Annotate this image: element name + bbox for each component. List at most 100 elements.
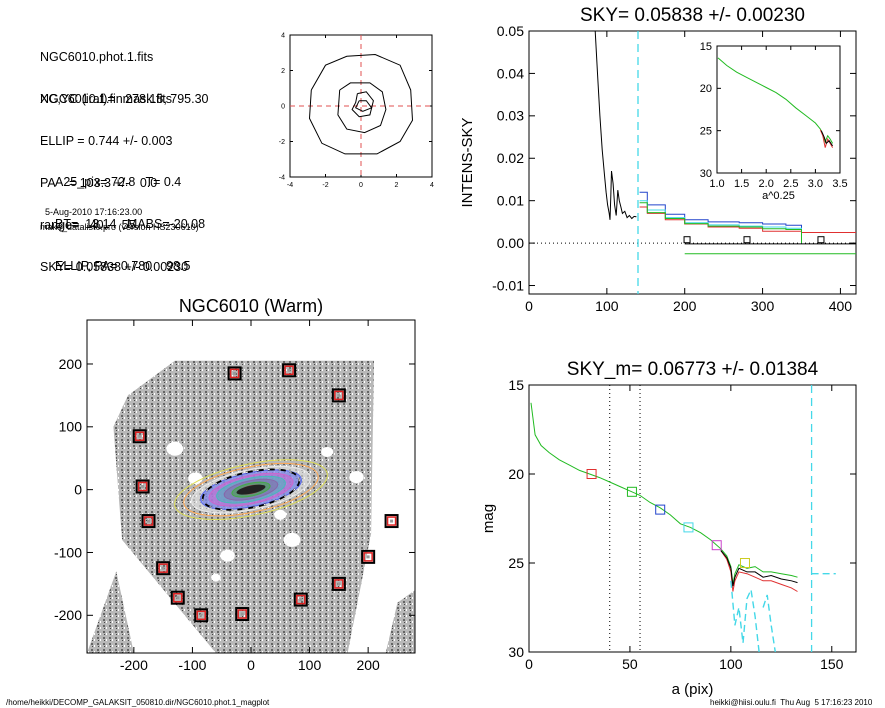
bt-mabs-values: BT= 13.14 MABS=-20.08 bbox=[55, 217, 206, 231]
mag-marker-blue bbox=[655, 504, 666, 515]
sky-box bbox=[227, 366, 242, 381]
mag-series-cyan-3 bbox=[730, 580, 760, 652]
fit-ellipse-highlight bbox=[202, 468, 300, 511]
sky-box bbox=[135, 479, 150, 494]
sky-box-inner bbox=[284, 365, 294, 376]
sky-series-black-0 bbox=[594, 31, 637, 220]
x-tick-label: -2 bbox=[322, 182, 328, 189]
mag-marker-magenta bbox=[711, 540, 722, 551]
sky-box-inner bbox=[296, 594, 306, 605]
y-tick-label: -0.01 bbox=[492, 277, 524, 293]
mag-profile-series bbox=[530, 385, 836, 652]
sky-marker bbox=[817, 236, 825, 244]
sky-box-inner bbox=[334, 579, 344, 589]
sky-series-green-4 bbox=[639, 202, 802, 244]
masked-star bbox=[349, 471, 364, 484]
y-tick-label: 200 bbox=[59, 356, 83, 372]
sky-marker bbox=[743, 236, 751, 244]
sky-box-inner bbox=[237, 609, 247, 619]
x-tick-label: 0 bbox=[525, 656, 533, 672]
sky-box bbox=[361, 549, 376, 564]
y-tick-label: 0.03 bbox=[497, 108, 524, 124]
x-tick-label: 4 bbox=[430, 182, 434, 189]
y-tick-label: 0.01 bbox=[497, 193, 524, 209]
x-tick-label: 150 bbox=[820, 656, 844, 672]
galaxy-isophote bbox=[183, 462, 319, 517]
x-tick-label: 2.0 bbox=[759, 178, 774, 190]
y-tick-label: 20 bbox=[508, 466, 524, 482]
sky-box bbox=[331, 576, 346, 591]
y-tick-label: -4 bbox=[279, 174, 285, 181]
mag-marker-yellow bbox=[739, 558, 750, 568]
galaxy-isophote bbox=[174, 459, 328, 520]
x-tick-label: -200 bbox=[120, 657, 148, 673]
masked-star bbox=[321, 446, 334, 457]
sky-box bbox=[156, 561, 171, 576]
sky-box-inner bbox=[158, 563, 168, 573]
masked-star bbox=[220, 549, 235, 562]
x-tick-label: 0 bbox=[247, 657, 255, 673]
footer-path: /home/heikki/DECOMP_GALAKSIT_050810.dir/… bbox=[6, 698, 270, 707]
y-tick-label: 2 bbox=[281, 68, 285, 75]
sky-box-inner bbox=[137, 481, 148, 492]
x-tick-label: 3.0 bbox=[808, 178, 823, 190]
galaxy-image-plot: NGC6010 (Warm) -200 -100 0 100 200 -200 -100 0 10… bbox=[54, 296, 416, 673]
sky-box-inner bbox=[143, 516, 154, 526]
y-tick-label: 30 bbox=[700, 168, 712, 180]
masked-star bbox=[188, 472, 203, 485]
sky-box bbox=[331, 388, 346, 403]
sky-box-center bbox=[337, 393, 341, 397]
inset-xlabel: a^0.25 bbox=[762, 190, 795, 202]
y-tick-label: 0.05 bbox=[497, 23, 524, 39]
x-tick-label: 100 bbox=[719, 656, 743, 672]
sky-series-blue-1 bbox=[639, 191, 802, 244]
mag-series-green-0 bbox=[530, 402, 798, 585]
image-corner bbox=[385, 590, 415, 653]
inset-bg bbox=[717, 46, 840, 173]
masked-star bbox=[211, 573, 221, 582]
sky-box-center bbox=[390, 519, 394, 523]
sky-box-inner bbox=[229, 368, 240, 379]
sky-box-center bbox=[161, 566, 165, 570]
run-date: 5-Aug-2010 17:16:23.00 bbox=[45, 207, 143, 217]
x-tick-label: -4 bbox=[287, 182, 293, 189]
sky-box-center bbox=[199, 613, 203, 617]
ellip-pa-values: ELLIP, PA= 0.780 98.5 bbox=[55, 259, 191, 273]
y-tick-label: 100 bbox=[59, 419, 83, 435]
masked-star bbox=[274, 509, 287, 520]
contour-core bbox=[355, 100, 373, 112]
y-tick-label: -100 bbox=[54, 544, 82, 560]
sky-box-inner bbox=[134, 431, 145, 441]
x-tick-label: 2 bbox=[395, 182, 399, 189]
sky-box bbox=[141, 514, 156, 529]
sky-profile-series bbox=[529, 31, 856, 294]
inset-series-green bbox=[717, 57, 834, 144]
sky-profile-title: SKY= 0.05838 +/- 0.00230 bbox=[580, 5, 805, 26]
sky-box-center bbox=[141, 485, 145, 488]
x-tick-label: 200 bbox=[673, 298, 697, 314]
plot-frame bbox=[716, 45, 841, 174]
sky-box bbox=[194, 608, 209, 623]
footer-user-date: heikki@hiisi.oulu.fi Thu Aug 5 17:16:23 … bbox=[710, 698, 873, 707]
x-tick-label: 1.5 bbox=[734, 178, 749, 190]
galaxy-field bbox=[87, 360, 415, 653]
sky-profile-ylabel: INTENS-SKY bbox=[459, 117, 476, 207]
galaxy-title: NGC6010 (Warm) bbox=[179, 296, 323, 316]
sky-box bbox=[293, 592, 308, 607]
a25-t-values: A25_pix= 72.8 T= 0.4 bbox=[55, 175, 182, 189]
x-tick-label: 50 bbox=[622, 656, 638, 672]
sky-box-center bbox=[366, 555, 370, 559]
plot-frame bbox=[528, 30, 857, 295]
header-galaxy-params: A25_pix= 72.8 T= 0.4 BT= 13.14 MABS=-20.… bbox=[55, 147, 205, 287]
y-tick-label: 25 bbox=[508, 555, 524, 571]
sky-box bbox=[132, 429, 147, 444]
x-tick-label: 100 bbox=[298, 657, 322, 673]
mask-file-name: NGC6010.1.finmask.fits bbox=[40, 92, 172, 106]
sky-box-inner bbox=[334, 390, 344, 401]
x-tick-label: 200 bbox=[356, 657, 380, 673]
masked-star bbox=[166, 441, 184, 456]
y-tick-label: 15 bbox=[508, 377, 524, 393]
sky-box-center bbox=[138, 434, 142, 438]
x-tick-label: 0 bbox=[359, 182, 363, 189]
